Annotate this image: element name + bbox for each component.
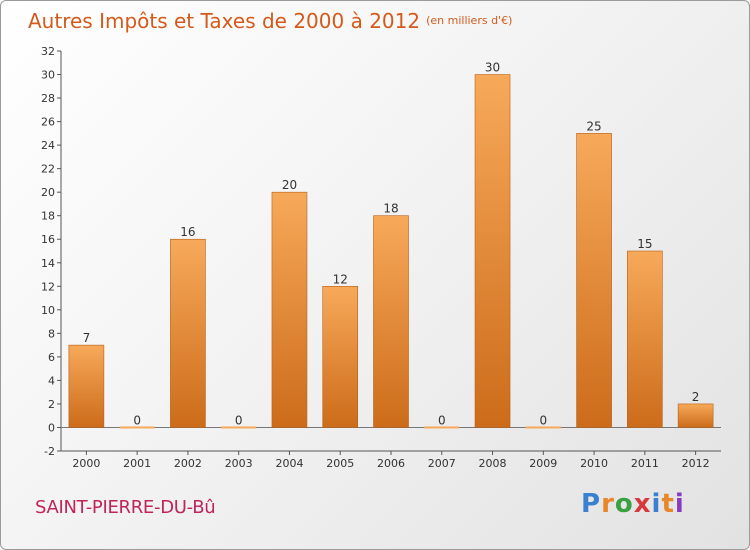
data-label: 20 (282, 178, 297, 192)
logo-letter: x (633, 489, 652, 519)
commune-name: SAINT-PIERRE-DU-Bû (35, 497, 216, 518)
bar (474, 74, 511, 428)
y-tick-label: 12 (41, 280, 55, 293)
bar (119, 426, 155, 429)
y-tick-label: 22 (41, 163, 55, 176)
x-tick-label: 2002 (174, 457, 202, 470)
y-tick-label: 16 (41, 233, 55, 246)
data-label: 12 (333, 272, 348, 286)
bar (525, 426, 561, 429)
data-label: 0 (235, 413, 243, 427)
data-label: 15 (637, 237, 652, 251)
x-tick-label: 2006 (377, 457, 405, 470)
chart-subtitle: (en milliers d'€) (426, 14, 513, 27)
y-tick-label: 6 (48, 351, 55, 364)
x-tick-label: 2010 (580, 457, 608, 470)
bar (677, 403, 714, 428)
x-tick-label: 2004 (275, 457, 303, 470)
x-tick-label: 2003 (225, 457, 253, 470)
x-tick-label: 2005 (326, 457, 354, 470)
y-tick-label: 14 (41, 257, 55, 270)
y-tick-label: 4 (48, 374, 55, 387)
y-tick-label: -2 (44, 445, 55, 458)
data-labels: 7 0 16 0 20 12 18 0 30 0 25 15 2 (83, 61, 700, 428)
logo-letter: r (601, 489, 615, 519)
logo-letter: o (614, 489, 634, 519)
x-tick-label: 2007 (428, 457, 456, 470)
y-tick-label: 0 (48, 421, 55, 434)
data-label: 7 (83, 331, 91, 345)
bar (576, 133, 612, 428)
x-tick-label: 2012 (682, 457, 710, 470)
logo-letter: P (581, 489, 602, 519)
bar (170, 238, 206, 428)
data-label: 18 (383, 202, 398, 216)
data-label: 16 (180, 225, 195, 239)
bar (322, 285, 359, 428)
y-tick-label: 18 (41, 210, 55, 223)
bar (271, 191, 308, 428)
y-tick-label: 10 (41, 304, 55, 317)
chart-title-text: Autres Impôts et Taxes de 2000 à 2012 (28, 9, 421, 33)
x-tick-label: 2001 (123, 457, 151, 470)
bar (68, 344, 105, 428)
data-label: 0 (539, 413, 547, 427)
x-tick-label: 2011 (631, 457, 659, 470)
x-tick-label: 2009 (529, 457, 557, 470)
y-tick-label: 28 (41, 92, 55, 105)
bar (373, 215, 409, 428)
data-label: 0 (133, 413, 141, 427)
y-tick-label: 8 (48, 327, 55, 340)
data-label: 25 (586, 119, 601, 133)
bars (68, 74, 714, 429)
y-tick-label: 26 (41, 116, 55, 129)
data-label: 0 (438, 413, 446, 427)
proxiti-logo: Proxiti (581, 489, 685, 519)
x-tick-label: 2008 (479, 457, 507, 470)
y-tick-label: 2 (48, 398, 55, 411)
bar (221, 426, 257, 429)
data-label: 2 (692, 390, 700, 404)
y-tick-label: 30 (41, 69, 55, 82)
logo-letter: t (661, 489, 675, 519)
bar (627, 250, 663, 428)
chart-title: Autres Impôts et Taxes de 2000 à 2012 (en… (28, 9, 512, 33)
x-tick-label: 2000 (72, 457, 100, 470)
logo-letter: i (651, 489, 662, 519)
data-label: 30 (485, 61, 500, 75)
y-tick-label: 32 (41, 45, 55, 58)
bar (424, 426, 460, 429)
y-tick-label: 24 (41, 139, 55, 152)
y-tick-label: 20 (41, 186, 55, 199)
logo-letter: i (674, 489, 685, 519)
